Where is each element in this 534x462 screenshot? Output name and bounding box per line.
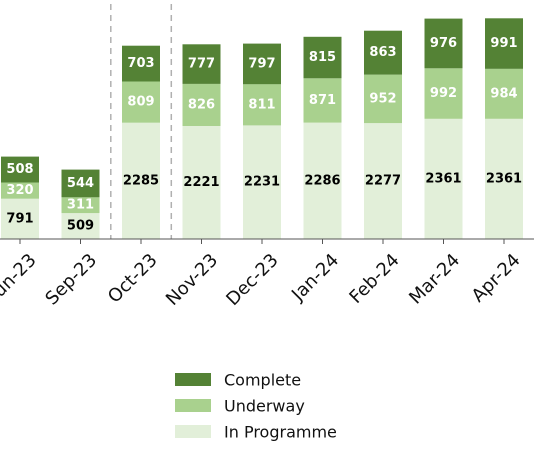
data-label: 809 (127, 95, 154, 110)
bar-segment-complete (303, 36, 342, 79)
bar-segment-underway (303, 78, 342, 123)
bar-segment-complete (122, 45, 160, 82)
data-label: 863 (369, 45, 396, 60)
data-label: 2221 (183, 175, 219, 190)
bar-segment-complete (182, 44, 221, 84)
data-label: 992 (430, 86, 457, 101)
data-label: 2231 (244, 175, 280, 190)
data-label: 984 (490, 86, 517, 101)
data-label: 991 (490, 36, 517, 51)
data-label: 871 (309, 93, 336, 108)
x-tick-label: Dec-23 (222, 250, 282, 310)
x-tick-label: Jun-23 (0, 250, 41, 306)
bar-segment-complete (485, 18, 523, 69)
data-label: 791 (6, 211, 33, 226)
bar-segment-complete (364, 30, 402, 75)
data-label: 952 (369, 91, 396, 106)
x-tick-label: Sep-23 (41, 250, 101, 310)
bar-segment-underway (182, 83, 221, 126)
data-label: 826 (188, 97, 215, 112)
x-tick-label: Nov-23 (162, 250, 222, 310)
bar-segment-underway (1, 182, 39, 199)
x-tick-label: Jan-24 (287, 250, 343, 306)
bar-segment-in-programme (243, 125, 281, 239)
data-label: 777 (188, 57, 215, 72)
legend-swatch (175, 373, 211, 386)
legend: Complete Underway In Programme (175, 371, 337, 442)
bar-segment-complete (243, 43, 281, 85)
data-label: 815 (309, 50, 336, 65)
legend-label: Underway (224, 397, 305, 416)
bar-segment-in-programme (303, 122, 342, 239)
data-label: 2361 (425, 171, 461, 186)
data-label: 811 (248, 97, 275, 112)
x-axis: Jun-23 Sep-23 Oct-23 Nov-23 Dec-23 Jan-24 Feb-… (0, 238, 534, 310)
legend-swatch (175, 399, 211, 412)
bar-segment-underway (243, 84, 281, 126)
data-label: 2286 (304, 173, 340, 188)
data-label: 797 (248, 56, 275, 71)
bar-segment-underway (61, 197, 100, 214)
bar-segment-underway (485, 68, 523, 119)
data-label: 2277 (365, 174, 401, 189)
data-label: 311 (67, 198, 94, 213)
bar-segment-underway (424, 68, 463, 119)
data-label: 2285 (123, 173, 159, 188)
bar-segment-complete (424, 18, 463, 69)
data-label: 2361 (486, 171, 522, 186)
bar-segment-in-programme (364, 123, 402, 239)
bar-segment-in-programme (485, 118, 523, 239)
legend-swatch (175, 425, 211, 438)
data-label: 508 (6, 162, 33, 177)
legend-label: Complete (224, 371, 301, 390)
data-label: 544 (67, 176, 94, 191)
x-tick-label: Feb-24 (345, 250, 403, 308)
data-label: 703 (127, 56, 154, 71)
data-label: 320 (6, 183, 33, 198)
bar-segment-complete (1, 156, 39, 183)
x-tick-label: Oct-23 (104, 250, 162, 308)
data-label: 509 (67, 219, 94, 234)
bars-layer: 791 320 508 509 311 544 2285 809 703 2221 826 777 22… (1, 18, 523, 239)
bar-segment-underway (122, 81, 160, 123)
x-tick-label: Apr-24 (468, 250, 525, 307)
x-tick-label: Mar-24 (405, 250, 464, 309)
bar-segment-in-programme (122, 122, 160, 239)
bar-segment-in-programme (61, 213, 100, 239)
bar-segment-complete (61, 169, 100, 198)
bar-segment-in-programme (182, 125, 221, 239)
data-label: 976 (430, 36, 457, 51)
bar-segment-in-programme (1, 198, 39, 239)
bar-segment-in-programme (424, 118, 463, 239)
legend-label: In Programme (224, 423, 337, 442)
bar-segment-underway (364, 74, 402, 124)
